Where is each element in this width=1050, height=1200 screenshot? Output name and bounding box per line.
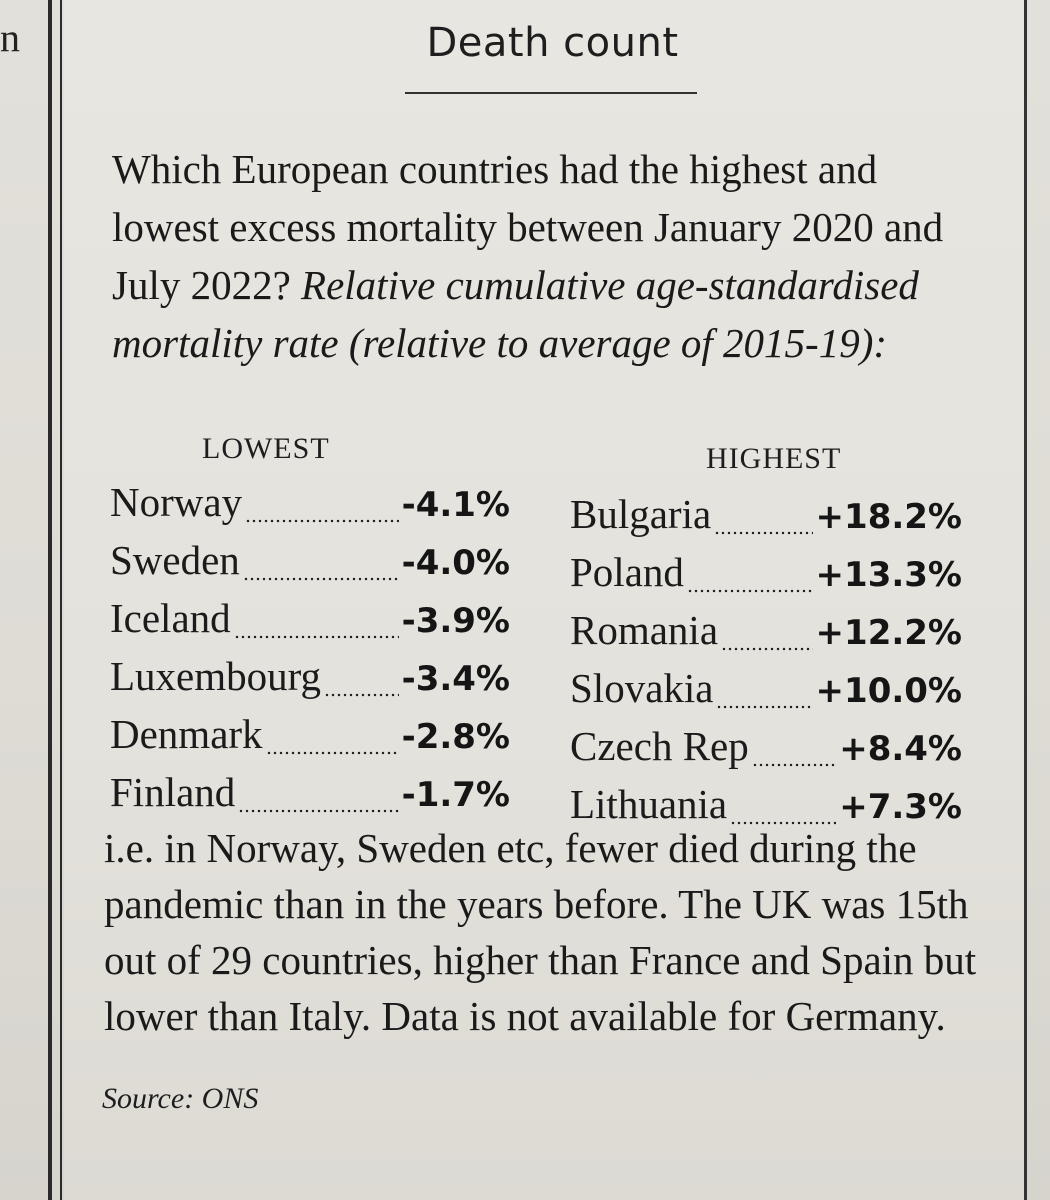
country-name: Poland <box>570 549 684 595</box>
country-name: Sweden <box>110 537 240 583</box>
heading-underline <box>405 92 697 94</box>
intro-paragraph: Which European countries had the highest… <box>112 140 992 372</box>
country-name: Finland <box>110 769 236 815</box>
mortality-value: -2.8% <box>401 717 510 757</box>
country-name: Lithuania <box>570 781 728 827</box>
country-name: Slovakia <box>570 665 714 711</box>
mortality-value: -1.7% <box>401 775 510 815</box>
source-credit: Source: ONS <box>102 1082 259 1115</box>
mortality-value: +12.2% <box>815 613 962 653</box>
list-item: Finland -1.7% <box>110 768 510 826</box>
country-name: Luxembourg <box>110 653 322 699</box>
list-item: Romania +12.2% <box>570 606 962 664</box>
infobox <box>64 0 1024 1200</box>
country-name: Bulgaria <box>570 491 712 537</box>
mortality-value: +10.0% <box>815 671 962 711</box>
country-name: Denmark <box>110 711 263 757</box>
mortality-value: +8.4% <box>839 729 962 769</box>
list-item: Slovakia +10.0% <box>570 664 962 722</box>
country-name: Iceland <box>110 595 231 641</box>
mortality-value: -3.9% <box>401 601 510 641</box>
highest-list: Bulgaria +18.2% Poland +13.3% Romania +1… <box>570 490 962 838</box>
mortality-value: +13.3% <box>815 555 962 595</box>
dot-leader <box>686 588 813 594</box>
infobox-heading: Death count <box>426 20 679 66</box>
dot-leader <box>721 646 813 652</box>
left-border-rule <box>48 0 52 1200</box>
mortality-value: -4.1% <box>401 485 510 525</box>
country-name: Norway <box>110 479 243 525</box>
mortality-value: -4.0% <box>401 543 510 583</box>
lowest-list: Norway -4.1% Sweden -4.0% Iceland -3.9% … <box>110 478 510 826</box>
dot-leader <box>238 808 399 814</box>
dot-leader <box>714 530 813 536</box>
list-item: Lithuania +7.3% <box>570 780 962 838</box>
mortality-value: +18.2% <box>815 497 962 537</box>
dot-leader <box>265 750 399 756</box>
list-item: Sweden -4.0% <box>110 536 510 594</box>
dot-leader <box>716 704 813 710</box>
list-item: Iceland -3.9% <box>110 594 510 652</box>
dot-leader <box>730 820 837 826</box>
list-item: Poland +13.3% <box>570 548 962 606</box>
dot-leader <box>245 518 399 524</box>
intro-question: Which European countries had the highest… <box>112 146 944 308</box>
dot-leader <box>233 634 399 640</box>
list-item: Bulgaria +18.2% <box>570 490 962 548</box>
list-item: Denmark -2.8% <box>110 710 510 768</box>
country-name: Romania <box>570 607 719 653</box>
country-name: Czech Rep <box>570 723 749 769</box>
right-border-rule <box>1024 0 1027 1200</box>
dot-leader <box>242 576 399 582</box>
intro-subtitle: Relative cumulative age-standardised mor… <box>112 262 919 366</box>
left-border-inner-rule <box>60 0 62 1200</box>
highest-column-heading: HIGHEST <box>706 442 842 475</box>
mortality-value: +7.3% <box>839 787 962 827</box>
adjacent-column-letter: n <box>0 15 20 60</box>
dot-leader <box>751 762 837 768</box>
lowest-column-heading: LOWEST <box>202 432 330 465</box>
list-item: Czech Rep +8.4% <box>570 722 962 780</box>
explanatory-note: i.e. in Norway, Sweden etc, fewer died d… <box>104 825 977 1039</box>
list-item: Norway -4.1% <box>110 478 510 536</box>
dot-leader <box>324 692 399 698</box>
mortality-value: -3.4% <box>401 659 510 699</box>
list-item: Luxembourg -3.4% <box>110 652 510 710</box>
